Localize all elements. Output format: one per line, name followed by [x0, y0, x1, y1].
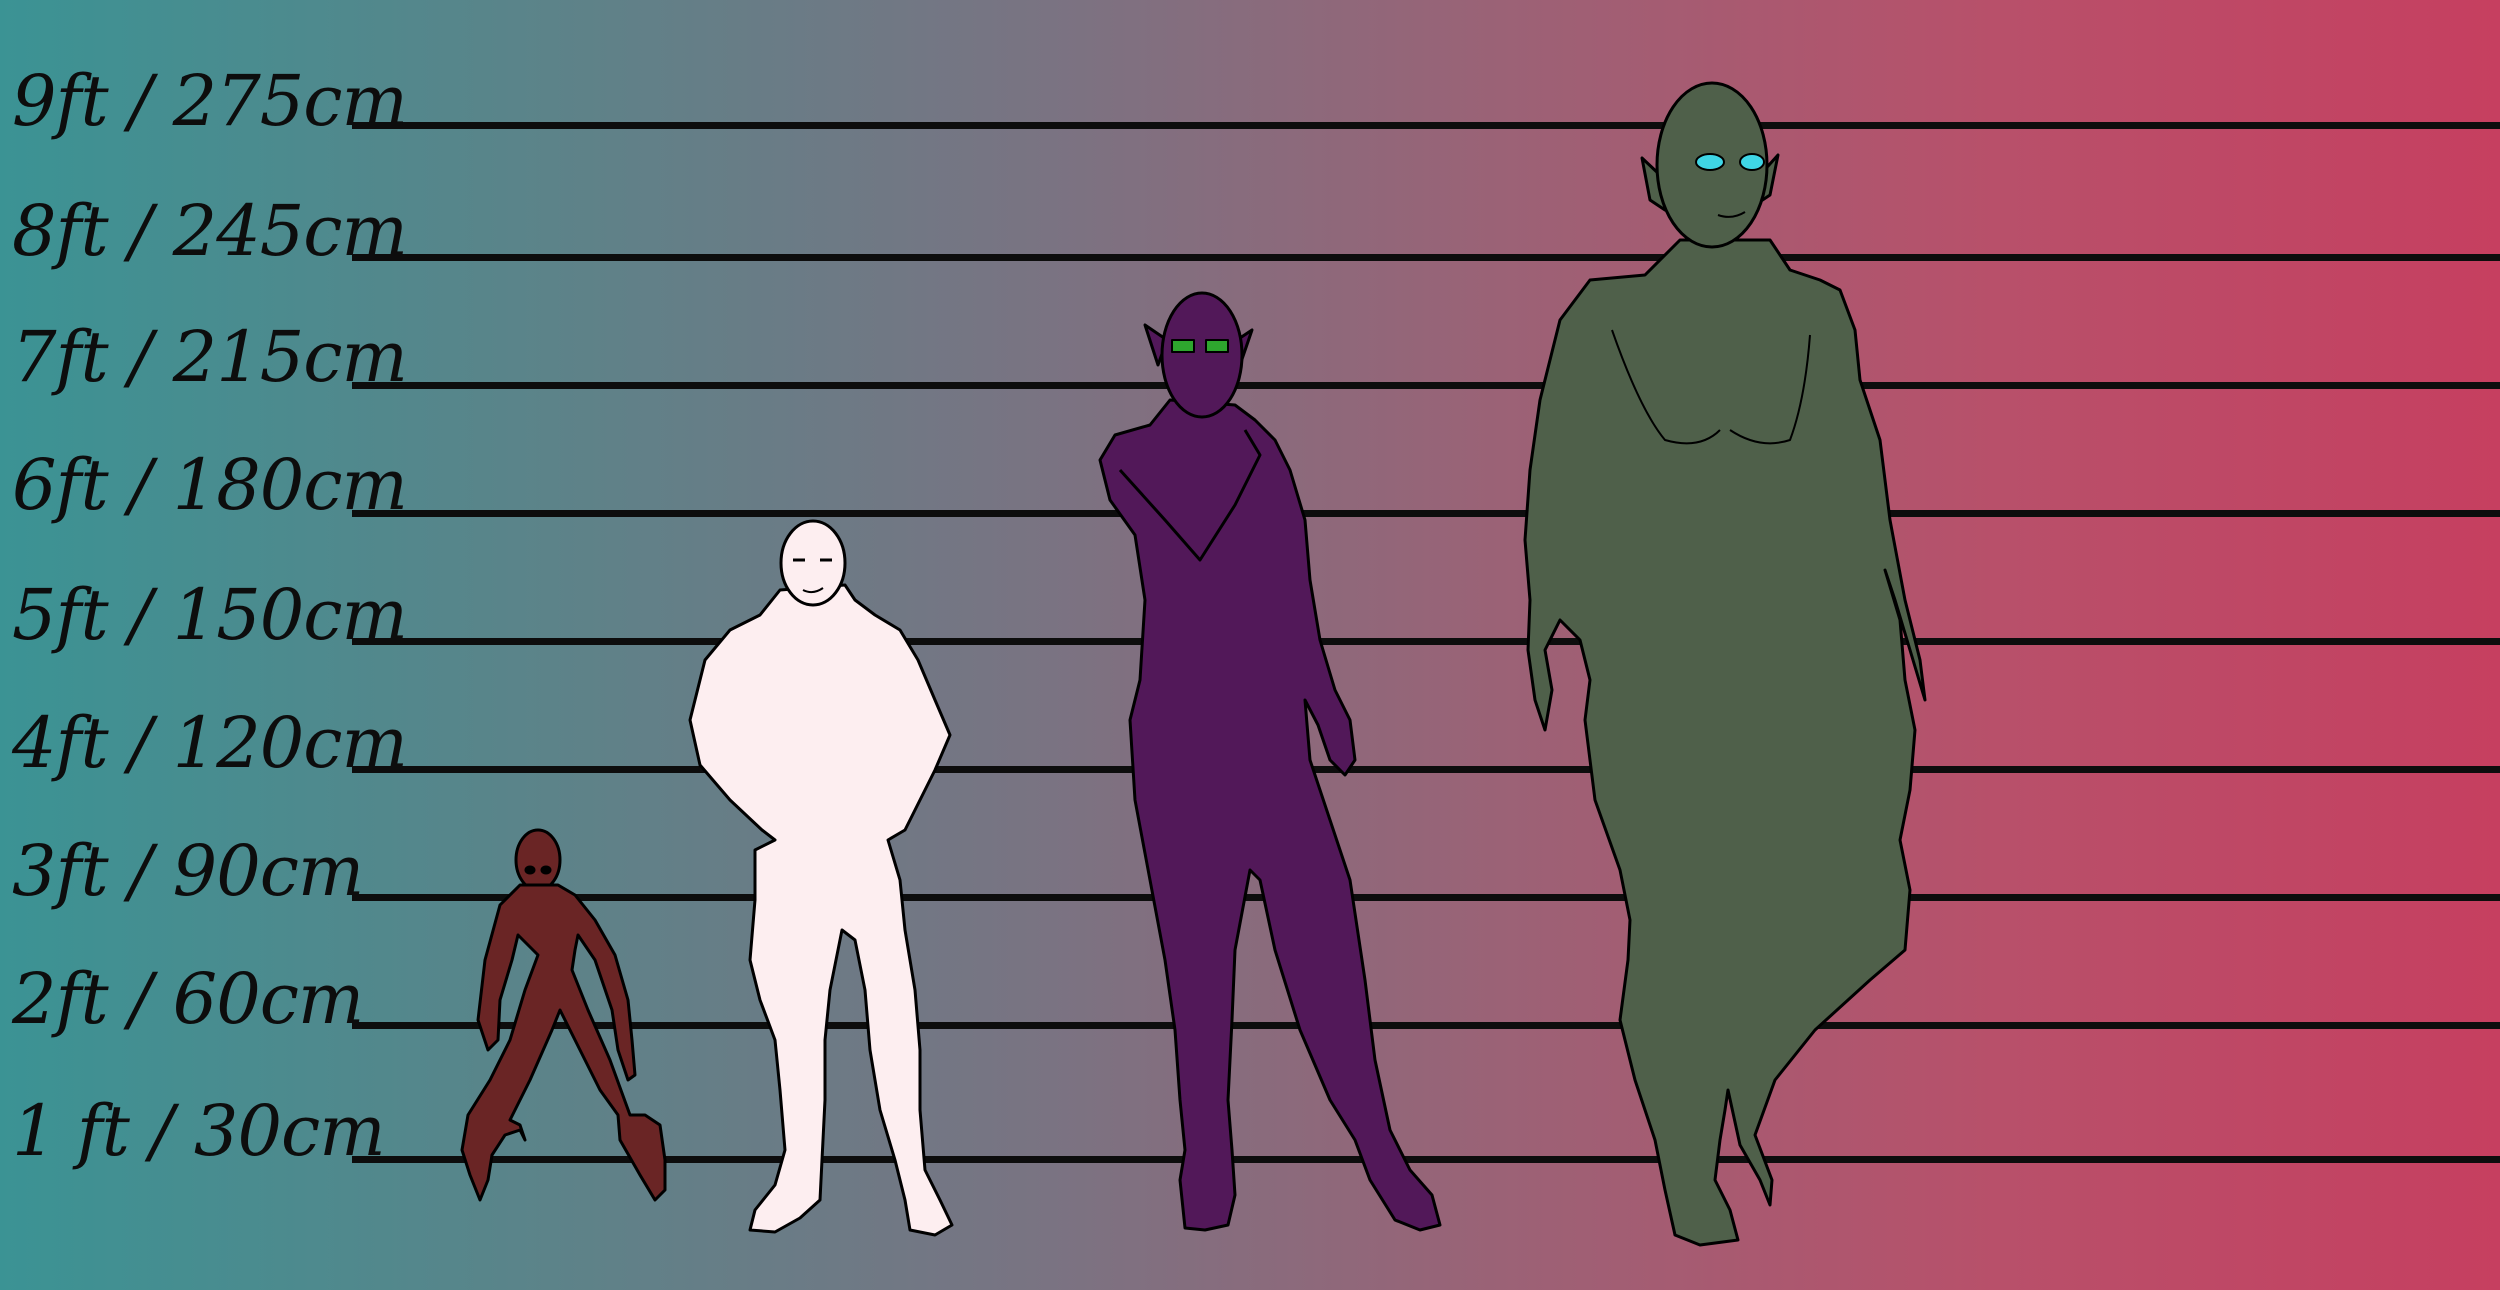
figure-creature-eye-right	[540, 865, 552, 875]
height-label-1ft: 1 ft / 30cm	[12, 1090, 386, 1172]
height-label-5ft: 5ft / 150cm	[12, 574, 408, 656]
height-line-6ft	[352, 510, 2500, 517]
height-line-3ft	[352, 894, 2500, 901]
height-label-8ft: 8ft / 245cm	[12, 190, 408, 272]
height-label-7ft: 7ft / 215cm	[12, 316, 408, 398]
figure-purple-humanoid-arm	[1118, 429, 1262, 562]
figure-purple-humanoid-eye-right	[1205, 339, 1229, 353]
figure-purple-humanoid-head	[1160, 291, 1244, 419]
height-line-2ft	[352, 1022, 2500, 1029]
figure-pale-humanoid-mouth	[802, 587, 824, 594]
height-label-2ft: 2ft / 60cm	[12, 958, 364, 1040]
height-line-5ft	[352, 638, 2500, 645]
height-line-4ft	[352, 766, 2500, 773]
figure-creature-head	[514, 828, 562, 892]
figure-purple-humanoid	[1098, 291, 1442, 1232]
figure-pale-humanoid	[688, 519, 954, 1237]
height-label-4ft: 4ft / 120cm	[12, 702, 408, 784]
figure-green-humanoid-chest	[1611, 329, 1811, 445]
height-line-7ft	[352, 382, 2500, 389]
height-line-9ft	[352, 122, 2500, 129]
figure-green-humanoid-eye-right	[1739, 153, 1765, 171]
figure-pale-humanoid-body	[688, 583, 954, 1237]
figure-creature-body	[460, 883, 667, 1202]
figure-purple-humanoid-eye-left	[1171, 339, 1195, 353]
figure-green-humanoid-eye-left	[1695, 153, 1725, 171]
figure-creature-eye-left	[524, 865, 536, 875]
height-label-6ft: 6ft / 180cm	[12, 444, 408, 526]
height-label-3ft: 3ft / 90cm	[12, 830, 364, 912]
figure-green-humanoid-body	[1523, 238, 1927, 1247]
height-line-1ft	[352, 1156, 2500, 1163]
figure-green-humanoid-mouth	[1717, 211, 1746, 218]
figure-green-humanoid	[1523, 81, 1927, 1247]
figure-creature	[460, 828, 667, 1202]
height-label-9ft: 9ft / 275cm	[12, 60, 408, 142]
height-line-8ft	[352, 254, 2500, 261]
figure-pale-humanoid-head	[779, 519, 847, 607]
figure-purple-humanoid-body	[1098, 398, 1442, 1232]
